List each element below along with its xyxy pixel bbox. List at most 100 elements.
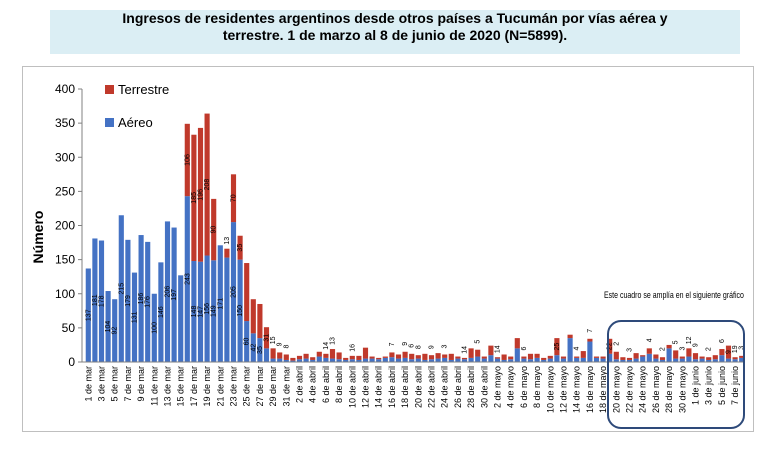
bar-aereo bbox=[349, 359, 355, 362]
bar-aereo bbox=[633, 358, 639, 362]
data-label: 131 bbox=[132, 311, 139, 323]
bar-terrestre bbox=[382, 356, 388, 358]
data-label: 196 bbox=[198, 189, 205, 201]
bar-aereo bbox=[455, 358, 461, 362]
bar-aereo bbox=[706, 359, 712, 362]
bar-terrestre bbox=[224, 248, 230, 258]
data-label: 35 bbox=[237, 244, 244, 252]
bar-aereo bbox=[475, 356, 481, 362]
bar-terrestre bbox=[527, 353, 534, 360]
bar-terrestre bbox=[593, 356, 600, 358]
bar-terrestre bbox=[514, 338, 520, 349]
bar-terrestre bbox=[600, 356, 606, 359]
x-tick-label: 6 de abril bbox=[321, 366, 331, 403]
x-tick-label: 28 de abril bbox=[466, 366, 476, 408]
bar-aereo bbox=[686, 356, 692, 362]
bar-terrestre bbox=[409, 353, 415, 360]
bar-aereo bbox=[191, 260, 197, 362]
legend-swatch-aereo bbox=[105, 118, 114, 127]
zoom-annotation: Este cuadro se amplía en el siguiente gr… bbox=[604, 290, 744, 300]
bar-aereo bbox=[409, 359, 415, 362]
data-label: 4 bbox=[574, 346, 581, 350]
data-label: 13 bbox=[224, 237, 231, 245]
bar-terrestre bbox=[580, 351, 586, 358]
data-label: 16 bbox=[349, 344, 356, 352]
data-label: 156 bbox=[204, 303, 211, 315]
legend-label-aereo: Aéreo bbox=[118, 115, 153, 130]
bar-terrestre bbox=[362, 347, 369, 359]
bar-terrestre bbox=[349, 355, 355, 360]
x-tick-label: 22 de abril bbox=[427, 366, 437, 408]
data-label: 92 bbox=[112, 327, 119, 335]
bar-terrestre bbox=[402, 351, 408, 358]
bar-aereo bbox=[138, 235, 144, 362]
bar-aereo bbox=[303, 358, 309, 362]
bars bbox=[85, 113, 745, 362]
bar-aereo bbox=[85, 268, 91, 362]
x-axis: 1 de mar 3 de mar 5 de mar 7 de mar 9 de mar… bbox=[82, 361, 745, 413]
bar-terrestre bbox=[435, 353, 441, 359]
bar-aereo bbox=[435, 358, 441, 362]
data-label: 3 bbox=[739, 346, 746, 350]
x-tick-label: 21 de mar bbox=[215, 366, 225, 407]
chart-title-line-1: Ingresos de residentes argentinos desde … bbox=[122, 10, 668, 26]
bar-terrestre bbox=[673, 350, 679, 359]
x-tick-label: 17 de mar bbox=[189, 366, 199, 407]
bar-aereo bbox=[376, 359, 382, 362]
x-tick-label: 26 de mayo bbox=[651, 366, 661, 413]
bar-aereo bbox=[263, 348, 270, 362]
data-label: 12 bbox=[686, 336, 693, 344]
data-label: 9 bbox=[726, 350, 733, 354]
x-tick-label: 23 de mar bbox=[229, 366, 239, 407]
y-tick-label: 400 bbox=[55, 82, 75, 96]
bar-aereo bbox=[593, 357, 600, 362]
bar-terrestre bbox=[448, 353, 454, 360]
bar-terrestre bbox=[184, 123, 190, 197]
x-tick-label: 3 de junio bbox=[704, 366, 714, 405]
bar-terrestre bbox=[310, 357, 316, 360]
data-label: 181 bbox=[92, 294, 99, 306]
x-tick-label: 18 de abril bbox=[400, 366, 410, 408]
x-tick-label: 26 de abril bbox=[453, 366, 463, 408]
x-tick-label: 13 de mar bbox=[163, 366, 173, 407]
data-label: 205 bbox=[231, 286, 238, 298]
bar-aereo bbox=[508, 359, 514, 362]
data-label: 22 bbox=[607, 342, 614, 350]
title-box: Ingresos de residentes argentinos desde … bbox=[50, 10, 740, 54]
bar-terrestre bbox=[686, 348, 692, 357]
bar-terrestre bbox=[336, 352, 342, 360]
data-label: 35 bbox=[257, 346, 264, 354]
bar-aereo bbox=[164, 221, 171, 362]
data-label: 2 bbox=[613, 342, 620, 346]
data-label: 100 bbox=[151, 322, 158, 334]
bar-terrestre bbox=[706, 357, 712, 360]
y-tick-label: 350 bbox=[55, 116, 75, 130]
data-label: 3 bbox=[442, 344, 449, 348]
bar-aereo bbox=[329, 358, 336, 362]
x-tick-label: 7 de junio bbox=[730, 366, 740, 405]
bar-aereo bbox=[620, 359, 626, 362]
x-tick-label: 7 de mar bbox=[123, 366, 133, 402]
bar-aereo bbox=[534, 357, 540, 362]
data-label: 243 bbox=[184, 273, 191, 285]
bar-terrestre bbox=[739, 355, 745, 358]
x-tick-label: 5 de mar bbox=[110, 366, 120, 402]
bar-terrestre bbox=[250, 299, 256, 334]
bar-aereo bbox=[640, 356, 646, 362]
data-label: 2 bbox=[706, 347, 713, 351]
x-tick-label: 20 de abril bbox=[413, 366, 423, 408]
data-label: 15 bbox=[270, 336, 277, 344]
x-tick-label: 3 de mar bbox=[97, 366, 107, 402]
x-tick-label: 4 de abril bbox=[308, 366, 318, 403]
x-tick-label: 16 de mayo bbox=[585, 366, 595, 413]
bar-aereo bbox=[448, 359, 454, 362]
bar-terrestre bbox=[290, 357, 296, 361]
data-label: 9 bbox=[693, 343, 700, 347]
bar-terrestre bbox=[197, 127, 204, 262]
bar-aereo bbox=[732, 359, 738, 362]
bar-terrestre bbox=[316, 351, 322, 357]
bar-aereo bbox=[560, 358, 567, 362]
bar-terrestre bbox=[230, 174, 237, 223]
data-label: 14 bbox=[462, 346, 469, 354]
bar-terrestre bbox=[283, 354, 289, 360]
